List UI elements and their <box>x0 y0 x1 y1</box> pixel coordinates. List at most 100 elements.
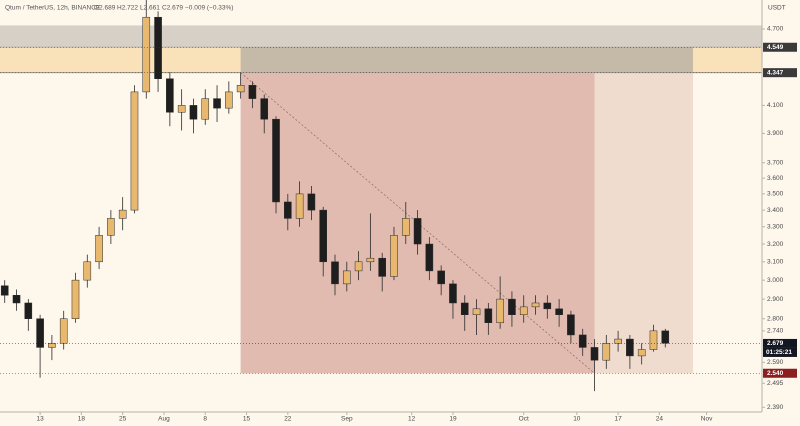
x-tick-label: 8 <box>203 416 207 423</box>
candle-body <box>48 342 56 348</box>
y-tick-label: 2.390 <box>767 404 784 411</box>
candle-body <box>343 270 351 285</box>
candle-body <box>555 308 563 315</box>
candle-body <box>24 302 33 319</box>
ohlc-open: O2.689 <box>94 5 116 12</box>
candle-body <box>118 209 127 219</box>
y-tick-label: 3.500 <box>767 191 784 198</box>
x-tick-label: 24 <box>656 416 664 423</box>
symbol: Qtum / TetherUS, 12h, BINANCE <box>5 5 101 12</box>
x-tick-label: Aug <box>158 416 170 423</box>
candle-body <box>177 105 186 113</box>
reward-zone-projection <box>594 72 693 374</box>
x-tick-label: Nov <box>701 416 713 423</box>
candle-body <box>225 91 233 109</box>
zone <box>0 25 762 48</box>
candle-body <box>602 342 611 361</box>
candle-body <box>366 257 375 263</box>
candle-body <box>36 318 44 348</box>
x-tick-label: 18 <box>78 416 86 423</box>
x-tick-label: 19 <box>449 416 457 423</box>
candle-body <box>484 308 493 323</box>
y-tick-label: 2.800 <box>767 315 784 322</box>
candle-body <box>107 218 115 236</box>
candle-body <box>248 85 257 99</box>
currency: USDT <box>768 5 786 12</box>
y-tick-label: 3.100 <box>767 259 784 266</box>
price-tag <box>763 368 797 378</box>
y-tick-label: 4.700 <box>767 26 784 33</box>
y-tick-label: 3.600 <box>767 175 784 182</box>
candle-body <box>472 308 481 315</box>
y-tick-label: 2.495 <box>767 380 784 387</box>
y-tick-label: 3.000 <box>767 277 784 284</box>
x-tick-label: 15 <box>243 416 251 423</box>
candle-body <box>83 261 92 281</box>
plot-area <box>0 0 762 392</box>
candle-body <box>142 16 151 93</box>
candle-body <box>260 98 269 120</box>
candle-body <box>401 218 410 236</box>
candle-body <box>578 334 587 348</box>
price-tag-label: 2.679 <box>767 340 784 347</box>
candle-body <box>590 347 599 361</box>
price-tag-label: 4.549 <box>767 44 784 51</box>
candle-body <box>519 306 528 315</box>
candle-body <box>95 235 103 263</box>
x-tick-label: Sep <box>341 416 353 423</box>
candle-body <box>272 118 280 203</box>
candle-body <box>166 78 174 113</box>
candle-body <box>12 295 21 304</box>
candle-body <box>284 201 292 219</box>
risk-zone <box>240 47 693 73</box>
countdown-bg <box>763 347 797 357</box>
ohlc-low: L2.661 <box>140 5 160 12</box>
candle-body <box>130 91 139 211</box>
ohlc-change: −0.009 (−0.33%) <box>185 5 233 12</box>
candle-body <box>531 302 540 308</box>
candle-body <box>71 279 80 319</box>
price-tag-label: 4.347 <box>767 69 784 76</box>
candle-body <box>437 270 445 285</box>
price-tag <box>763 42 797 52</box>
candle-body <box>354 261 363 272</box>
candle-body <box>378 257 386 277</box>
candle-body <box>649 330 658 350</box>
x-tick-label: 13 <box>36 416 44 423</box>
y-tick-label: 2.900 <box>767 296 784 303</box>
x-tick-label: 17 <box>614 416 622 423</box>
y-tick-label: 3.300 <box>767 224 784 231</box>
candle-body <box>567 314 575 336</box>
candle-body <box>413 218 422 245</box>
ohlc-high: H2.722 <box>117 5 138 12</box>
candle-body <box>319 209 327 263</box>
x-tick-label: 22 <box>284 416 292 423</box>
candle-body <box>331 261 339 285</box>
candle-body <box>189 105 198 120</box>
candle-body <box>637 349 646 357</box>
candle-body <box>449 283 457 304</box>
countdown: 01:25:21 <box>766 349 792 356</box>
candle-body <box>236 85 245 93</box>
candle-body <box>661 330 670 344</box>
candle-body <box>390 235 398 277</box>
y-tick-label: 3.200 <box>767 241 784 248</box>
price-tag <box>763 68 797 78</box>
y-tick-label: 2.590 <box>767 359 784 366</box>
candle-body <box>508 298 516 315</box>
y-tick-label: 3.700 <box>767 160 784 167</box>
candle-body <box>59 318 68 344</box>
candle-body <box>460 302 469 315</box>
candle-body <box>154 16 162 79</box>
x-tick-label: 12 <box>408 416 416 423</box>
x-tick-label: 25 <box>119 416 127 423</box>
candle-body <box>0 285 9 296</box>
ohlc-close: C2.679 <box>162 5 183 12</box>
candle-body <box>496 298 504 323</box>
candle-body <box>295 193 304 219</box>
y-tick-label: 2.740 <box>767 328 784 335</box>
y-tick-label: 3.400 <box>767 207 784 214</box>
y-tick-label: 3.900 <box>767 130 784 137</box>
